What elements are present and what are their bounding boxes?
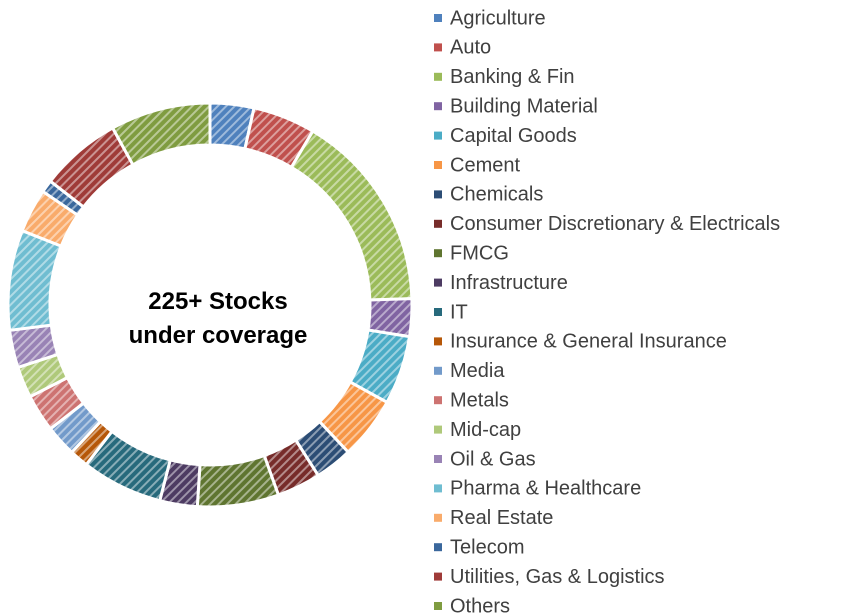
legend-swatch bbox=[434, 102, 442, 111]
legend-swatch bbox=[434, 131, 442, 140]
legend-swatch bbox=[434, 249, 442, 258]
legend-label: Others bbox=[450, 595, 510, 616]
legend-swatch bbox=[434, 14, 442, 22]
legend-label: Capital Goods bbox=[450, 125, 577, 147]
legend-swatch bbox=[434, 602, 442, 610]
legend-swatch bbox=[434, 219, 442, 228]
legend-label: Building Material bbox=[450, 95, 598, 117]
legend-label: FMCG bbox=[450, 242, 509, 264]
legend-label: Infrastructure bbox=[450, 272, 568, 294]
legend-label: Telecom bbox=[450, 536, 524, 558]
legend-swatch bbox=[434, 513, 442, 522]
legend-label: Agriculture bbox=[450, 7, 546, 29]
donut-segment bbox=[6, 228, 64, 332]
legend-label: Mid-cap bbox=[450, 419, 521, 441]
legend-swatch bbox=[434, 278, 442, 287]
legend-swatch bbox=[434, 366, 442, 375]
legend-label: Insurance & General Insurance bbox=[450, 331, 727, 353]
legend-label: Metals bbox=[450, 389, 509, 411]
legend-swatch bbox=[434, 543, 442, 552]
legend-label: Media bbox=[450, 360, 505, 382]
donut-segment bbox=[195, 453, 281, 509]
legend-label: IT bbox=[450, 301, 468, 323]
legend-swatch bbox=[434, 425, 442, 434]
legend-swatch bbox=[434, 455, 442, 463]
legend-swatch bbox=[434, 190, 442, 199]
legend-label: Consumer Discretionary & Electricals bbox=[450, 213, 780, 235]
legend-swatch bbox=[434, 484, 442, 493]
legend-label: Banking & Fin bbox=[450, 66, 575, 88]
legend-label: Cement bbox=[450, 154, 520, 176]
legend-swatch bbox=[434, 337, 442, 346]
center-label: 225+ Stocks under coverage bbox=[128, 288, 308, 349]
legend-label: Pharma & Healthcare bbox=[450, 478, 641, 500]
legend-label: Real Estate bbox=[450, 507, 553, 529]
donut-segment bbox=[110, 101, 212, 167]
legend-label: Auto bbox=[450, 37, 491, 59]
donut-segment bbox=[289, 129, 414, 302]
legend-swatch bbox=[434, 161, 442, 169]
legend-label: Chemicals bbox=[450, 184, 543, 206]
legend-label: Utilities, Gas & Logistics bbox=[450, 566, 665, 588]
legend-swatch bbox=[434, 308, 442, 316]
legend-swatch bbox=[434, 72, 442, 81]
legend-label: Oil & Gas bbox=[450, 448, 536, 470]
legend-swatch bbox=[434, 396, 442, 405]
legend-swatch bbox=[434, 43, 442, 52]
legend-swatch bbox=[434, 572, 442, 581]
